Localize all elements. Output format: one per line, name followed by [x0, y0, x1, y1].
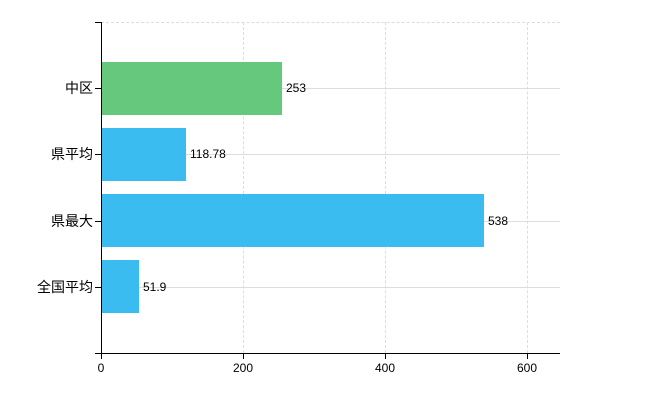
- bar: [102, 260, 139, 313]
- y-axis-category-label: 県平均: [51, 146, 93, 162]
- y-axis-tick: [95, 220, 101, 222]
- bar-value-label: 51.9: [143, 280, 167, 294]
- bar-value-label: 118.78: [190, 147, 226, 161]
- x-axis-tick-label: 200: [232, 361, 254, 375]
- y-axis-category-label: 県最大: [51, 213, 93, 229]
- x-axis-line: [95, 353, 560, 354]
- y-gridline: [101, 88, 560, 90]
- x-axis-tick: [243, 353, 244, 359]
- y-axis-category-label: 中区: [65, 80, 93, 96]
- x-axis-tick-label: 0: [97, 361, 105, 375]
- x-axis-tick: [101, 353, 102, 359]
- y-axis-line: [101, 22, 102, 353]
- x-gridline: [385, 22, 386, 353]
- plot-top-border: [101, 22, 560, 23]
- y-axis-tick: [95, 88, 101, 90]
- x-axis-tick-label: 600: [516, 361, 538, 375]
- x-gridline: [527, 22, 528, 353]
- y-axis-tick: [95, 154, 101, 156]
- y-axis-top-cap: [95, 22, 101, 23]
- y-gridline: [101, 154, 560, 156]
- x-axis-tick: [527, 353, 528, 359]
- bar: [102, 62, 282, 115]
- y-axis-tick: [95, 286, 101, 288]
- y-axis-category-label: 全国平均: [37, 279, 93, 295]
- y-gridline: [101, 286, 560, 288]
- bar: [102, 128, 186, 181]
- x-gridline: [243, 22, 244, 353]
- bar-value-label: 538: [488, 214, 509, 228]
- bar-value-label: 253: [286, 81, 307, 95]
- bar: [102, 194, 484, 247]
- x-axis-tick: [385, 353, 386, 359]
- x-axis-tick-label: 400: [374, 361, 396, 375]
